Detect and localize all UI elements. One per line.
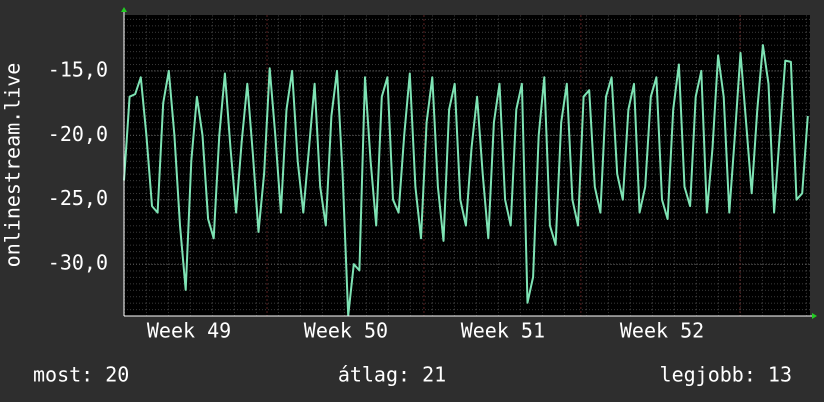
footer-best: legjobb: 13 [660, 363, 792, 387]
footer-current: most: 20 [33, 363, 129, 387]
y-tick-label: -15,0 [48, 57, 108, 81]
y-axis-label: onlinestream.live [1, 63, 25, 268]
y-tick-label: -25,0 [48, 186, 108, 210]
x-tick-label: Week 49 [147, 319, 231, 343]
x-tick-label: Week 52 [620, 319, 704, 343]
y-tick-label: -30,0 [48, 251, 108, 275]
minor-grid [124, 15, 810, 316]
y-axis-arrow [121, 7, 127, 12]
x-tick-label: Week 50 [304, 319, 388, 343]
x-tick-label: Week 51 [461, 319, 545, 343]
y-tick-label: -20,0 [48, 122, 108, 146]
x-axis-arrow [812, 313, 817, 319]
footer-average: átlag: 21 [338, 363, 446, 387]
series-line [123, 44, 809, 317]
